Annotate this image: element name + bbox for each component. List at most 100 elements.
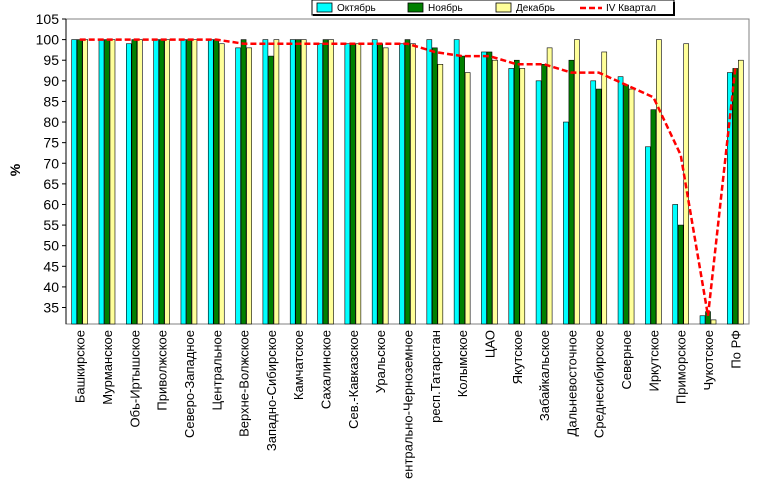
y-tick-label: 90 <box>43 73 59 89</box>
bar-ноябрь <box>595 88 602 325</box>
bar-ноябрь <box>131 39 138 325</box>
y-tick-label: 70 <box>43 155 59 171</box>
x-tick-label: Иркутское <box>646 330 661 392</box>
bar-декабрь <box>109 39 116 325</box>
x-tick-label: Приволжское <box>155 330 170 411</box>
y-axis: 35 40 45 50 55 60 65 70 75 80 85 90 95 100 105 <box>36 11 67 324</box>
bar-декабрь <box>464 72 471 325</box>
bar-ноябрь <box>486 51 493 325</box>
bar-декабрь <box>300 39 307 325</box>
bar-декабрь <box>437 64 444 325</box>
bar-октябрь <box>727 72 733 325</box>
x-tick-label: Мурманское <box>100 330 115 405</box>
bar-октябрь <box>153 39 159 325</box>
bar-декабрь <box>382 47 389 325</box>
bar-ноябрь <box>213 39 220 325</box>
x-tick-label: Дальневосточное <box>564 330 579 436</box>
x-tick-label: Сахалинское <box>319 330 334 409</box>
bar-ноябрь <box>732 68 739 325</box>
legend-swatch <box>407 2 424 13</box>
bar-декабрь <box>710 319 717 325</box>
x-axis: Башкирское Мурманское Обь-Иртышское Приволж… <box>73 330 744 479</box>
bar-ноябрь <box>295 39 302 325</box>
bar-октябрь <box>563 121 569 325</box>
y-tick-label: 45 <box>43 258 59 274</box>
legend-label: Декабрь <box>516 2 555 14</box>
bar-ноябрь <box>650 109 657 325</box>
bar-декабрь <box>273 39 280 325</box>
bar-октябрь <box>98 39 105 325</box>
bar-ноябрь <box>186 39 192 325</box>
y-tick-label: 105 <box>36 11 60 27</box>
x-tick-label: Сев.-Кавказское <box>346 330 361 429</box>
legend: Октябрь Ноябрь Декабрь IV Квартал <box>311 0 675 16</box>
bar-октябрь <box>617 76 624 325</box>
bar-октябрь <box>508 68 515 325</box>
x-tick-label: Северо-Западное <box>182 330 197 438</box>
x-tick-label: Центральное <box>209 330 224 410</box>
x-tick-label: ЦАО <box>483 330 498 358</box>
bar-ноябрь <box>240 39 247 325</box>
bar-октябрь <box>126 43 132 325</box>
bar-октябрь <box>672 204 679 325</box>
line-series-group <box>79 38 737 317</box>
bar-декабрь <box>546 47 553 325</box>
x-tick-label: По РФ <box>728 330 743 369</box>
legend-label: Октябрь <box>337 2 376 14</box>
line-series <box>79 38 737 317</box>
bar-декабрь <box>164 39 170 325</box>
x-tick-label: Уральское <box>373 330 388 393</box>
y-tick-label: 100 <box>36 32 60 48</box>
bar-декабрь <box>738 59 744 325</box>
x-tick-label: Среднесибирское <box>592 330 607 438</box>
bar-ноябрь <box>76 39 83 325</box>
bar-октябрь <box>426 39 433 325</box>
legend-label: Ноябрь <box>428 2 463 14</box>
bar-декабрь <box>218 43 225 325</box>
x-tick-label: Обь-Иртышское <box>127 330 142 427</box>
bar-октябрь <box>344 43 351 325</box>
bar-октябрь <box>371 39 378 325</box>
y-tick-label: 80 <box>43 114 59 130</box>
bar-октябрь <box>453 39 460 325</box>
y-tick-label: 85 <box>43 93 59 109</box>
bar-ноябрь <box>350 43 356 325</box>
y-tick-label: 50 <box>43 238 59 254</box>
bar-декабрь <box>410 43 416 325</box>
bar-октябрь <box>481 51 487 325</box>
bar-ноябрь <box>322 39 329 325</box>
x-tick-label: Якутское <box>510 330 525 384</box>
y-tick-label: 35 <box>43 300 59 316</box>
x-tick-label: респ.Татарстан <box>428 330 443 423</box>
bar-декабрь <box>519 68 526 325</box>
x-tick-label: Камчатское <box>291 330 306 400</box>
bar-ноябрь <box>404 39 411 325</box>
legend-swatch <box>316 2 333 13</box>
legend-label: IV Квартал <box>606 3 656 14</box>
bar-ноябрь <box>268 55 274 325</box>
bar-ноябрь <box>377 43 383 325</box>
y-tick-label: 65 <box>43 176 59 192</box>
x-tick-label: Колымское <box>455 330 470 397</box>
bar-октябрь <box>535 80 542 325</box>
y-tick-label: 95 <box>43 52 59 68</box>
bar-ноябрь <box>158 39 165 325</box>
bar-октябрь <box>699 315 706 325</box>
bar-ноябрь <box>104 39 110 325</box>
bar-октябрь <box>590 80 597 325</box>
bar-декабрь <box>601 51 608 325</box>
bar-ноябрь <box>432 47 438 325</box>
bar-октябрь <box>262 39 269 325</box>
bar-декабрь <box>246 47 252 325</box>
x-tick-label: Центрально-Черноземное <box>401 330 416 479</box>
bar-октябрь <box>317 43 323 325</box>
bar-декабрь <box>191 39 198 325</box>
bar-октябрь <box>207 39 214 325</box>
x-tick-label: Северное <box>619 330 634 389</box>
bar-ноябрь <box>568 59 575 325</box>
bar-октябрь <box>289 39 296 325</box>
x-tick-label: Забайкальское <box>537 330 552 421</box>
bar-декабрь <box>656 39 662 325</box>
bar-декабрь <box>574 39 580 325</box>
